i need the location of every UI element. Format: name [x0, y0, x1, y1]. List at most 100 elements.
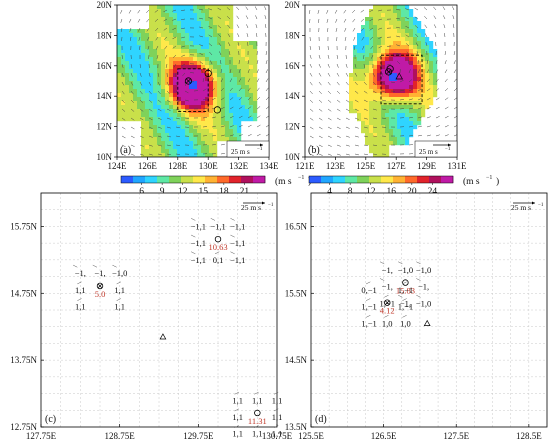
wind-arrow: [327, 72, 331, 77]
wind-arrow: [157, 135, 162, 138]
wind-arrow: [345, 54, 347, 59]
wind-arrow: [343, 9, 347, 14]
colorbar-segment: [133, 176, 146, 183]
wind-arrow: [405, 17, 410, 20]
wind-arrow: [166, 90, 170, 95]
station-arrow: [398, 294, 403, 298]
reference-arrow-head: [532, 201, 535, 205]
station-vector-label: 1,1: [75, 285, 86, 295]
wind-arrow: [199, 8, 204, 11]
wind-arrow: [414, 25, 419, 29]
wind-arrow: [345, 144, 350, 147]
wind-arrow: [220, 125, 225, 128]
wind-arrow: [139, 63, 141, 68]
wind-arrow: [435, 88, 440, 92]
station-vector-label: 1,1: [272, 395, 283, 405]
wind-arrow: [352, 9, 356, 14]
wind-arrow: [172, 18, 177, 21]
wind-arrow: [148, 90, 152, 95]
station-arrow: [116, 281, 122, 285]
wind-arrow: [309, 144, 314, 148]
station-vector-label: 1,1: [114, 285, 125, 295]
station-vector-label: 1,0: [400, 318, 411, 328]
wind-arrow: [148, 108, 153, 112]
wind-arrow: [327, 90, 331, 95]
wind-arrow: [318, 99, 323, 103]
wind-arrow: [396, 9, 401, 11]
wind-arrow: [154, 9, 159, 13]
wind-arrow: [166, 81, 169, 86]
wind-arrow: [175, 135, 180, 137]
wind-arrow: [317, 9, 320, 14]
wind-arrow: [318, 45, 320, 50]
colorbar-tick-label: 15: [199, 187, 209, 197]
reference-exponent: −1: [445, 147, 451, 152]
wind-arrow: [354, 108, 359, 112]
station-vector-label: 1,−1: [398, 302, 413, 312]
wind-arrow: [130, 144, 135, 147]
station-arrow: [234, 408, 240, 412]
wind-arrow: [247, 106, 252, 110]
colorbar-tick-label: 16: [387, 187, 397, 197]
wind-arrow: [121, 153, 126, 156]
wind-arrow: [326, 9, 329, 14]
wind-arrow: [327, 99, 332, 103]
wind-arrow: [184, 99, 189, 102]
wind-arrow: [426, 116, 431, 119]
wind-arrow: [425, 42, 428, 47]
wind-arrow: [139, 117, 144, 121]
wind-arrow: [175, 144, 180, 146]
y-tick-label: 20N: [285, 0, 301, 10]
wind-arrow: [139, 90, 143, 95]
reference-vector: 25 m s −1: [511, 201, 544, 212]
wind-arrow: [148, 72, 151, 77]
colorbar-segment: [321, 176, 334, 183]
reference-exponent: −1: [538, 203, 544, 208]
wind-arrow: [238, 97, 243, 101]
station-arrow: [416, 294, 421, 298]
wind-arrow: [354, 135, 359, 138]
wind-arrow: [211, 78, 214, 83]
reference-label: 25 m s: [231, 148, 250, 156]
x-tick-label: 124E: [108, 161, 128, 171]
x-tick-label: 128.5E: [516, 431, 542, 441]
wind-arrow: [157, 108, 162, 112]
station-arrow: [273, 425, 279, 428]
wind-arrow: [166, 108, 171, 111]
wind-arrow: [184, 81, 186, 86]
wind-arrow: [426, 88, 431, 92]
wind-arrow: [433, 15, 437, 20]
wind-arrow: [426, 125, 431, 128]
colorbar-segment: [429, 176, 442, 183]
wind-arrow: [237, 42, 240, 47]
wind-arrow: [139, 108, 144, 112]
panel-label: (b): [308, 145, 320, 156]
wind-arrow: [381, 99, 386, 102]
wind-arrow: [254, 6, 258, 11]
wind-arrow: [372, 90, 377, 94]
station-vector-label: 1,−1: [361, 318, 376, 328]
station-vector-label: −1,: [400, 298, 411, 308]
wind-arrow: [362, 45, 365, 50]
wind-arrow: [344, 27, 347, 32]
wind-arrow: [175, 117, 180, 120]
colorbar-units-exponent: −1: [486, 175, 492, 181]
wind-arrow: [361, 36, 365, 41]
colorbar-units: (m s: [463, 176, 480, 187]
wind-arrow: [417, 69, 420, 74]
station-vector-label: 1,1: [252, 395, 263, 405]
wind-arrow: [363, 135, 368, 138]
wind-arrow: [238, 78, 242, 83]
reference-arrow-head: [262, 201, 265, 205]
wind-arrow: [444, 60, 447, 65]
wind-arrow: [255, 24, 258, 29]
wind-arrow: [415, 33, 419, 38]
wind-arrow: [336, 135, 341, 138]
wind-arrow: [345, 99, 350, 103]
wind-arrow: [139, 45, 141, 50]
colorbar-segment: [121, 176, 134, 183]
colorbar-tick-label: 8: [348, 187, 353, 197]
wind-arrow: [417, 107, 422, 110]
wind-arrow: [256, 106, 261, 110]
